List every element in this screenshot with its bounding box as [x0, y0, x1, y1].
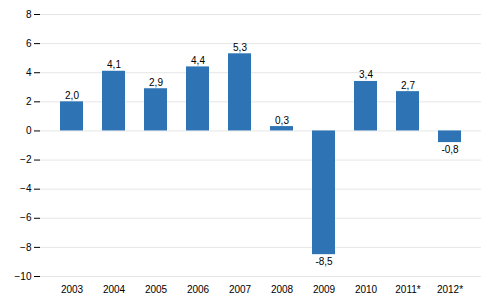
svg-text:−8: −8	[20, 242, 32, 253]
svg-text:3,4: 3,4	[359, 69, 373, 80]
svg-text:6: 6	[26, 38, 32, 49]
svg-text:2,9: 2,9	[149, 77, 163, 88]
svg-text:2010: 2010	[355, 284, 378, 295]
svg-text:2009: 2009	[313, 284, 336, 295]
svg-text:2007: 2007	[229, 284, 252, 295]
svg-text:2011*: 2011*	[395, 284, 421, 295]
svg-text:2,0: 2,0	[65, 90, 79, 101]
svg-text:2006: 2006	[187, 284, 210, 295]
svg-text:-8,5: -8,5	[315, 256, 333, 267]
svg-text:−4: −4	[20, 183, 32, 194]
svg-text:4: 4	[26, 67, 32, 78]
svg-text:−2: −2	[20, 154, 32, 165]
svg-text:-0,8: -0,8	[441, 144, 459, 155]
svg-text:2008: 2008	[271, 284, 294, 295]
svg-text:4,1: 4,1	[107, 59, 121, 70]
svg-text:8: 8	[26, 9, 32, 20]
svg-text:2012*: 2012*	[437, 284, 463, 295]
svg-text:0: 0	[26, 125, 32, 136]
svg-text:2005: 2005	[145, 284, 168, 295]
svg-text:−10: −10	[15, 271, 32, 282]
svg-text:4,4: 4,4	[191, 55, 205, 66]
svg-text:2003: 2003	[61, 284, 84, 295]
svg-text:2,7: 2,7	[401, 80, 415, 91]
svg-text:0,3: 0,3	[275, 115, 289, 126]
svg-text:2: 2	[26, 96, 32, 107]
svg-text:2004: 2004	[103, 284, 126, 295]
svg-text:−6: −6	[20, 212, 32, 223]
svg-text:5,3: 5,3	[233, 42, 247, 53]
